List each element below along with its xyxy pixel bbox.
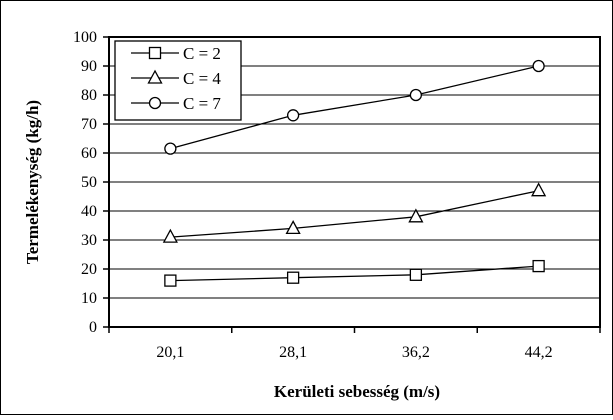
- data-point-triangle: [285, 220, 301, 235]
- data-point-square: [286, 271, 300, 284]
- series-line: [170, 190, 539, 238]
- y-axis-title: Termelékenység (kg/h): [23, 100, 42, 264]
- y-tick-label: 50: [81, 174, 97, 191]
- legend-label: C = 7: [183, 94, 221, 113]
- x-tick-label: 36,2: [402, 344, 430, 361]
- y-tick-label: 80: [81, 87, 97, 104]
- y-tick-label: 100: [73, 29, 97, 46]
- legend-marker-square: [148, 46, 162, 60]
- data-point-circle: [532, 59, 545, 73]
- series-triangle: [162, 182, 547, 243]
- x-tick-label: 20,1: [156, 344, 184, 361]
- y-axis-ticks: 0 10 20 30 40 50 60 70 80 90 100: [73, 29, 109, 336]
- x-tick-label: 44,2: [525, 344, 553, 361]
- y-tick-label: 10: [81, 290, 97, 307]
- gridlines: [109, 65, 600, 299]
- legend-label: C = 4: [183, 69, 221, 88]
- data-point-circle: [409, 88, 423, 102]
- x-tick-label: 28,1: [279, 344, 307, 361]
- series-square: [164, 259, 545, 287]
- y-tick-label: 70: [81, 116, 97, 133]
- y-tick-label: 60: [81, 145, 97, 162]
- legend: C = 2 C = 4 C = 7: [114, 40, 242, 121]
- data-point-circle: [164, 142, 177, 155]
- legend-label: C = 2: [183, 44, 221, 63]
- y-tick-label: 30: [81, 232, 97, 249]
- y-tick-label: 20: [81, 261, 97, 278]
- series-circle: [164, 59, 545, 155]
- legend-box: [114, 40, 242, 121]
- series-line: [170, 265, 539, 282]
- data-point-triangle: [408, 208, 424, 223]
- data-point-circle: [286, 109, 300, 122]
- series-line: [170, 65, 539, 150]
- x-axis-title: Kerületi sebesség (m/s): [274, 382, 440, 401]
- x-axis-ticks: 20,1 28,1 36,2 44,2: [108, 327, 601, 361]
- data-point-triangle: [162, 228, 178, 243]
- y-tick-label: 90: [81, 58, 97, 75]
- data-point-square: [164, 274, 177, 287]
- data-point-square: [409, 268, 423, 281]
- data-point-square: [532, 259, 545, 273]
- y-tick-label: 40: [81, 203, 97, 220]
- legend-marker-circle: [148, 96, 162, 110]
- y-tick-label: 0: [89, 319, 97, 336]
- series-group: [162, 59, 547, 287]
- legend-marker-triangle: [147, 69, 163, 84]
- data-point-triangle: [531, 182, 547, 197]
